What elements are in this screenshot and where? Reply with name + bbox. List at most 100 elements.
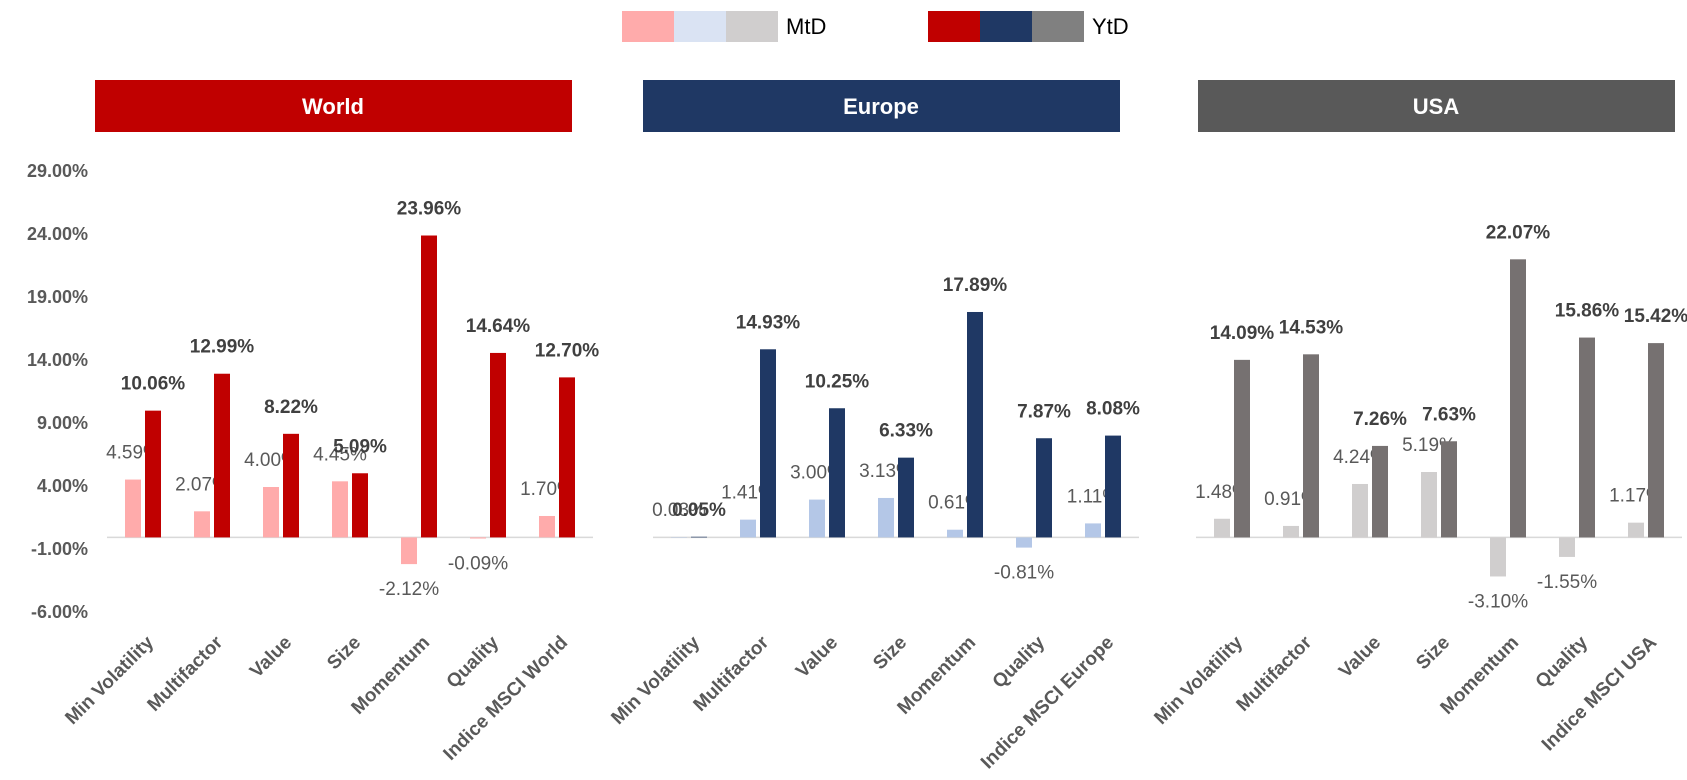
bar bbox=[1441, 441, 1457, 538]
bar bbox=[1628, 522, 1644, 538]
x-tick-label: Quality bbox=[443, 632, 504, 693]
bar bbox=[145, 410, 161, 538]
value-label: -3.10% bbox=[1468, 591, 1528, 612]
x-tick-label: Value bbox=[246, 632, 296, 682]
bar bbox=[1105, 435, 1121, 538]
value-label: 0.05% bbox=[672, 500, 726, 521]
y-tick-label: 29.00% bbox=[27, 161, 88, 181]
x-tick-label: Multifactor bbox=[144, 632, 228, 716]
bar bbox=[1214, 518, 1230, 538]
panel-title: World bbox=[302, 94, 364, 119]
x-tick-label: Min Volatility bbox=[61, 632, 158, 729]
y-tick-label: 14.00% bbox=[27, 350, 88, 370]
bar bbox=[1648, 343, 1664, 538]
y-tick-label: -6.00% bbox=[31, 602, 88, 622]
bar bbox=[352, 473, 368, 538]
x-tick-label: Indice MSCI USA bbox=[1538, 632, 1661, 755]
bar bbox=[125, 479, 141, 538]
bar bbox=[1283, 525, 1299, 538]
bar bbox=[1036, 438, 1052, 538]
value-label: -2.12% bbox=[379, 579, 439, 600]
bar bbox=[1352, 483, 1368, 538]
y-tick-label: 24.00% bbox=[27, 224, 88, 244]
x-tick-label: Indice MSCI Europe bbox=[977, 632, 1118, 773]
value-label: -0.09% bbox=[448, 554, 508, 575]
bar bbox=[1421, 472, 1437, 538]
legend-swatch bbox=[726, 11, 778, 42]
value-label: 8.08% bbox=[1086, 399, 1140, 420]
x-tick-label: Quality bbox=[1532, 632, 1593, 693]
bar bbox=[947, 529, 963, 538]
panel-title: Europe bbox=[843, 94, 919, 119]
bar bbox=[1490, 537, 1506, 577]
value-label: 14.64% bbox=[466, 316, 531, 337]
bar bbox=[470, 537, 486, 539]
legend-swatch bbox=[928, 11, 980, 42]
bar bbox=[283, 433, 299, 538]
value-label: -1.55% bbox=[1537, 572, 1597, 593]
legend-swatch bbox=[674, 11, 726, 42]
bar bbox=[1303, 354, 1319, 538]
value-label: 22.07% bbox=[1486, 222, 1551, 243]
value-label: 8.22% bbox=[264, 397, 318, 418]
bar bbox=[490, 352, 506, 538]
value-label: -0.81% bbox=[994, 563, 1054, 584]
x-tick-label: Value bbox=[792, 632, 842, 682]
x-tick-label: Size bbox=[323, 632, 365, 674]
panel-title: USA bbox=[1413, 94, 1460, 119]
bar bbox=[539, 515, 555, 538]
value-label: 14.09% bbox=[1210, 323, 1275, 344]
bar bbox=[691, 536, 707, 538]
legend-swatch bbox=[980, 11, 1032, 42]
bar bbox=[1372, 445, 1388, 538]
value-label: 4.45% bbox=[313, 444, 367, 465]
value-label: 7.87% bbox=[1017, 401, 1071, 422]
x-tick-label: Size bbox=[869, 632, 911, 674]
value-label: 15.86% bbox=[1555, 301, 1620, 322]
bar bbox=[1579, 337, 1595, 538]
legend-label: YtD bbox=[1092, 14, 1129, 39]
value-label: 0.03% bbox=[652, 500, 706, 521]
bar bbox=[740, 519, 756, 538]
bar bbox=[401, 537, 417, 565]
legend-swatch bbox=[622, 11, 674, 42]
panel-header bbox=[1198, 80, 1675, 132]
bar bbox=[829, 408, 845, 538]
bar bbox=[809, 499, 825, 538]
value-label: 5.09% bbox=[333, 436, 387, 457]
bar bbox=[1085, 523, 1101, 538]
y-tick-label: 19.00% bbox=[27, 287, 88, 307]
value-label: 7.63% bbox=[1422, 404, 1476, 425]
value-label: 10.06% bbox=[121, 374, 186, 395]
value-label: 10.25% bbox=[805, 371, 870, 392]
bar bbox=[263, 487, 279, 538]
bar bbox=[1234, 359, 1250, 538]
value-label: 12.99% bbox=[190, 337, 255, 358]
value-label: 12.70% bbox=[535, 340, 600, 361]
x-tick-label: Size bbox=[1412, 632, 1454, 674]
x-tick-label: Value bbox=[1335, 632, 1385, 682]
legend-label: MtD bbox=[786, 14, 826, 39]
y-tick-label: 4.00% bbox=[37, 476, 88, 496]
bar bbox=[214, 373, 230, 538]
x-tick-label: Multifactor bbox=[690, 632, 774, 716]
bar bbox=[1559, 537, 1575, 557]
value-label: 23.96% bbox=[397, 199, 462, 220]
x-tick-label: Indice MSCI World bbox=[440, 632, 573, 765]
value-label: 6.33% bbox=[879, 421, 933, 442]
bar bbox=[1016, 537, 1032, 548]
x-tick-label: Quality bbox=[989, 632, 1050, 693]
x-tick-label: Min Volatility bbox=[607, 632, 704, 729]
legend-swatch bbox=[1032, 11, 1084, 42]
x-tick-label: Min Volatility bbox=[1150, 632, 1247, 729]
bar bbox=[878, 497, 894, 538]
bar bbox=[421, 235, 437, 538]
bar bbox=[194, 511, 210, 538]
value-label: 17.89% bbox=[943, 275, 1008, 296]
bar bbox=[1510, 259, 1526, 538]
value-label: 14.53% bbox=[1279, 317, 1344, 338]
panel-header bbox=[643, 80, 1120, 132]
bar bbox=[898, 457, 914, 538]
x-tick-label: Multifactor bbox=[1233, 632, 1317, 716]
